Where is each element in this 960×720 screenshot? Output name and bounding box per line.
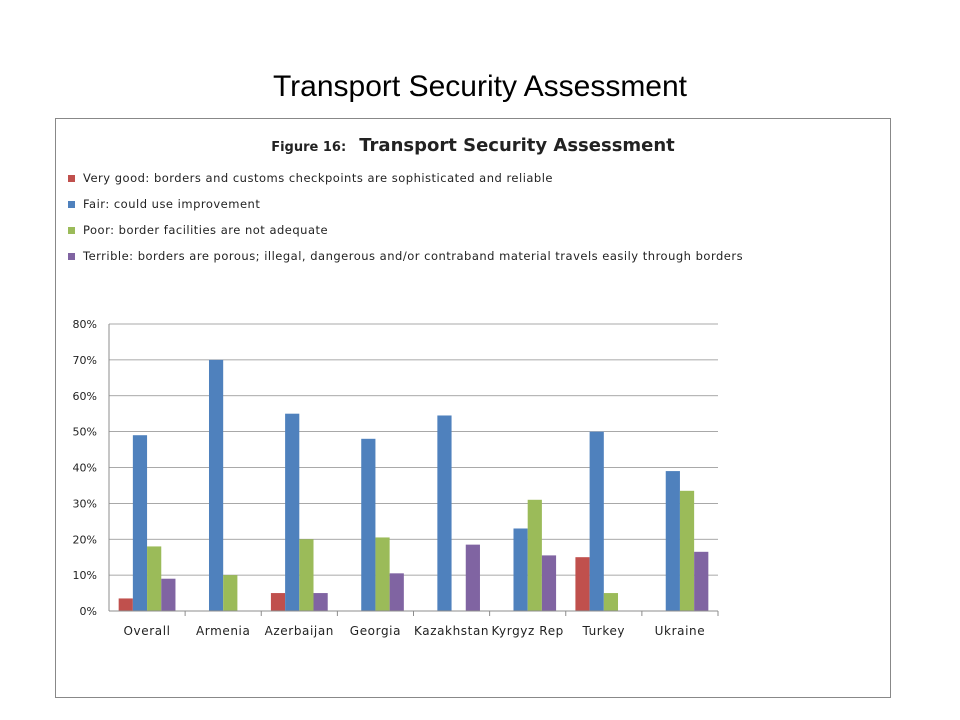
x-tick-label: Georgia <box>350 624 401 638</box>
y-tick-label: 20% <box>73 533 97 546</box>
legend-swatch-poor <box>68 226 75 234</box>
bar <box>147 546 162 611</box>
chart-legend: Very good: borders and customs checkpoin… <box>68 165 743 269</box>
slide-title: Transport Security Assessment <box>272 70 688 103</box>
bar <box>679 490 695 611</box>
legend-item-poor: Poor: border facilities are not adequate <box>68 217 743 243</box>
legend-label-fair: Fair: could use improvement <box>83 197 261 211</box>
legend-label-poor: Poor: border facilities are not adequate <box>83 223 329 237</box>
legend-swatch-very-good <box>68 174 75 182</box>
y-tick-label: 60% <box>73 390 97 403</box>
bar <box>437 415 452 611</box>
bar <box>118 598 133 611</box>
bar <box>513 528 528 611</box>
legend-item-fair: Fair: could use improvement <box>68 191 743 217</box>
bar <box>389 573 404 611</box>
legend-swatch-terrible <box>68 252 75 260</box>
bar <box>313 593 328 611</box>
x-tick-label: Armenia <box>196 624 251 638</box>
bar <box>208 359 224 611</box>
bar <box>132 435 148 611</box>
y-tick-label: 70% <box>73 354 97 367</box>
chart-title-prefix: Figure 16: <box>271 140 347 155</box>
y-tick-label: 30% <box>73 497 97 510</box>
y-tick-label: 80% <box>73 318 97 331</box>
y-tick-label: 40% <box>73 462 97 475</box>
legend-item-very-good: Very good: borders and customs checkpoin… <box>68 165 743 191</box>
bar <box>223 575 238 611</box>
x-tick-label: Azerbaijan <box>265 624 334 638</box>
legend-label-terrible: Terrible: borders are porous; illegal, d… <box>83 249 744 263</box>
legend-item-terrible: Terrible: borders are porous; illegal, d… <box>68 243 743 269</box>
legend-swatch-fair <box>68 200 75 208</box>
bar <box>299 539 314 611</box>
bar <box>375 537 390 611</box>
y-tick-label: 50% <box>73 426 97 439</box>
bar <box>361 438 376 611</box>
bar <box>541 555 557 611</box>
bar <box>465 544 480 611</box>
bar <box>589 431 604 611</box>
x-tick-label: Turkey <box>581 624 625 638</box>
bar <box>270 593 286 611</box>
bar <box>161 578 176 611</box>
legend-label-very-good: Very good: borders and customs checkpoin… <box>83 171 554 185</box>
bar <box>575 557 590 611</box>
chart-frame: Figure 16: Transport Security Assessment… <box>55 118 891 698</box>
x-tick-label: Kyrgyz Rep <box>491 624 563 638</box>
bar <box>603 593 619 611</box>
bar <box>527 499 542 611</box>
y-tick-label: 0% <box>80 605 97 618</box>
bar <box>285 413 300 611</box>
bar <box>694 551 709 611</box>
y-tick-label: 10% <box>73 569 97 582</box>
bar-chart-plot: 0% 10% 20% 30% 40% 50% 60% 70% 80% Overall Armenia… <box>73 318 719 638</box>
chart-title: Figure 16: Transport Security Assessment <box>56 135 890 156</box>
x-tick-label: Kazakhstan <box>414 624 489 638</box>
chart-title-main: Transport Security Assessment <box>359 135 675 156</box>
bar <box>665 471 680 611</box>
x-tick-label: Overall <box>124 624 171 638</box>
x-tick-label: Ukraine <box>655 624 706 638</box>
